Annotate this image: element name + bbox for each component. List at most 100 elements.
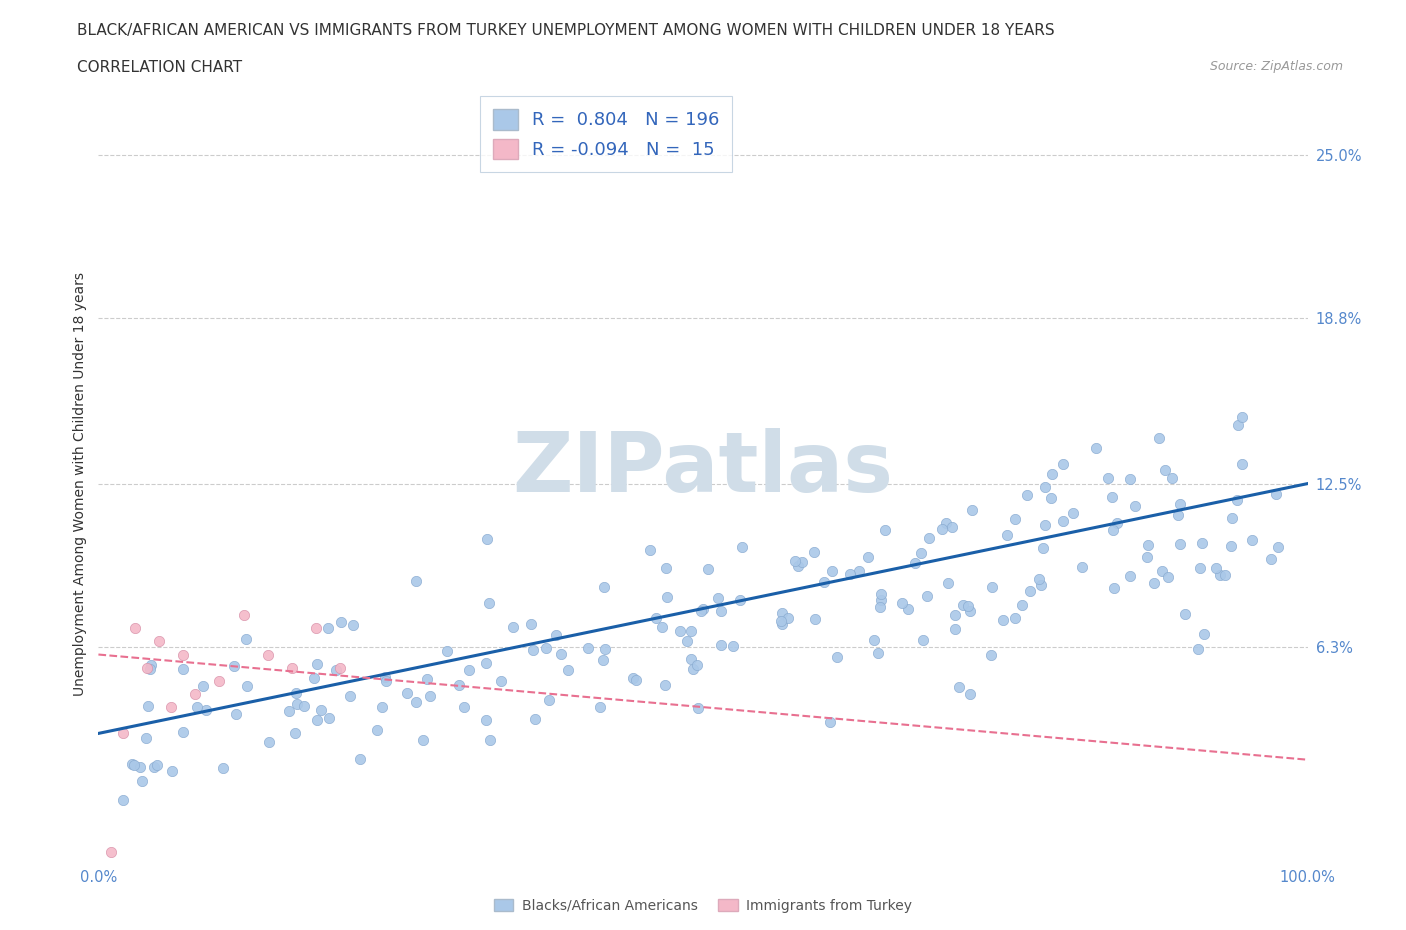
Point: [959, 604, 981, 618]
Point: [1070, 559, 1092, 574]
Point: [285, 697, 308, 711]
Point: [770, 614, 793, 629]
Point: [1191, 536, 1213, 551]
Point: [522, 643, 544, 658]
Point: [654, 678, 676, 693]
Point: [803, 544, 825, 559]
Point: [538, 693, 561, 708]
Point: [256, 647, 278, 662]
Point: [686, 658, 709, 672]
Point: [655, 560, 678, 575]
Point: [557, 662, 579, 677]
Point: [139, 661, 162, 676]
Point: [952, 598, 974, 613]
Point: [1149, 431, 1171, 445]
Point: [305, 657, 328, 671]
Point: [186, 699, 208, 714]
Point: [307, 713, 329, 728]
Point: [1104, 580, 1126, 595]
Point: [1265, 487, 1288, 502]
Point: [148, 634, 170, 649]
Point: [813, 575, 835, 590]
Point: [839, 567, 862, 582]
Point: [1232, 409, 1254, 424]
Point: [710, 604, 733, 618]
Point: [160, 699, 183, 714]
Point: [848, 564, 870, 578]
Point: [292, 699, 315, 714]
Point: [897, 602, 920, 617]
Point: [1136, 549, 1159, 564]
Point: [284, 725, 307, 740]
Point: [318, 620, 340, 635]
Point: [863, 632, 886, 647]
Point: [1209, 567, 1232, 582]
Point: [710, 638, 733, 653]
Point: [1154, 462, 1177, 477]
Point: [419, 688, 441, 703]
Point: [675, 633, 697, 648]
Point: [1188, 560, 1211, 575]
Point: [778, 610, 800, 625]
Point: [1029, 578, 1052, 592]
Point: [948, 680, 970, 695]
Point: [1241, 533, 1264, 548]
Point: [679, 623, 702, 638]
Point: [873, 523, 896, 538]
Point: [1040, 467, 1063, 482]
Point: [193, 678, 215, 693]
Point: [1085, 441, 1108, 456]
Point: [669, 624, 692, 639]
Point: [915, 589, 938, 604]
Point: [786, 559, 808, 574]
Point: [1052, 513, 1074, 528]
Point: [405, 695, 427, 710]
Point: [945, 608, 967, 623]
Point: [818, 714, 841, 729]
Point: [373, 669, 395, 684]
Y-axis label: Unemployment Among Women with Children Under 18 years: Unemployment Among Women with Children U…: [73, 272, 87, 696]
Text: ZIPatlas: ZIPatlas: [513, 428, 893, 509]
Point: [593, 641, 616, 656]
Point: [995, 527, 1018, 542]
Point: [309, 703, 332, 718]
Point: [124, 621, 146, 636]
Point: [329, 660, 352, 675]
Point: [868, 645, 890, 660]
Point: [991, 613, 1014, 628]
Point: [305, 621, 328, 636]
Point: [1192, 627, 1215, 642]
Point: [1033, 480, 1056, 495]
Point: [592, 653, 614, 668]
Point: [478, 733, 501, 748]
Text: CORRELATION CHART: CORRELATION CHART: [77, 60, 242, 75]
Point: [416, 671, 439, 686]
Point: [941, 520, 963, 535]
Point: [869, 592, 891, 607]
Point: [959, 687, 981, 702]
Point: [657, 590, 679, 604]
Point: [589, 699, 612, 714]
Point: [121, 757, 143, 772]
Point: [339, 689, 361, 704]
Point: [690, 604, 713, 618]
Point: [135, 660, 157, 675]
Point: [1062, 506, 1084, 521]
Point: [502, 619, 524, 634]
Point: [644, 611, 666, 626]
Point: [458, 663, 481, 678]
Point: [858, 550, 880, 565]
Point: [1220, 511, 1243, 525]
Point: [235, 631, 257, 646]
Point: [1160, 470, 1182, 485]
Point: [1156, 569, 1178, 584]
Point: [489, 674, 512, 689]
Point: [519, 617, 541, 631]
Point: [1123, 498, 1146, 513]
Point: [911, 632, 934, 647]
Point: [142, 760, 165, 775]
Point: [1004, 512, 1026, 526]
Point: [576, 641, 599, 656]
Point: [943, 621, 966, 636]
Point: [1019, 583, 1042, 598]
